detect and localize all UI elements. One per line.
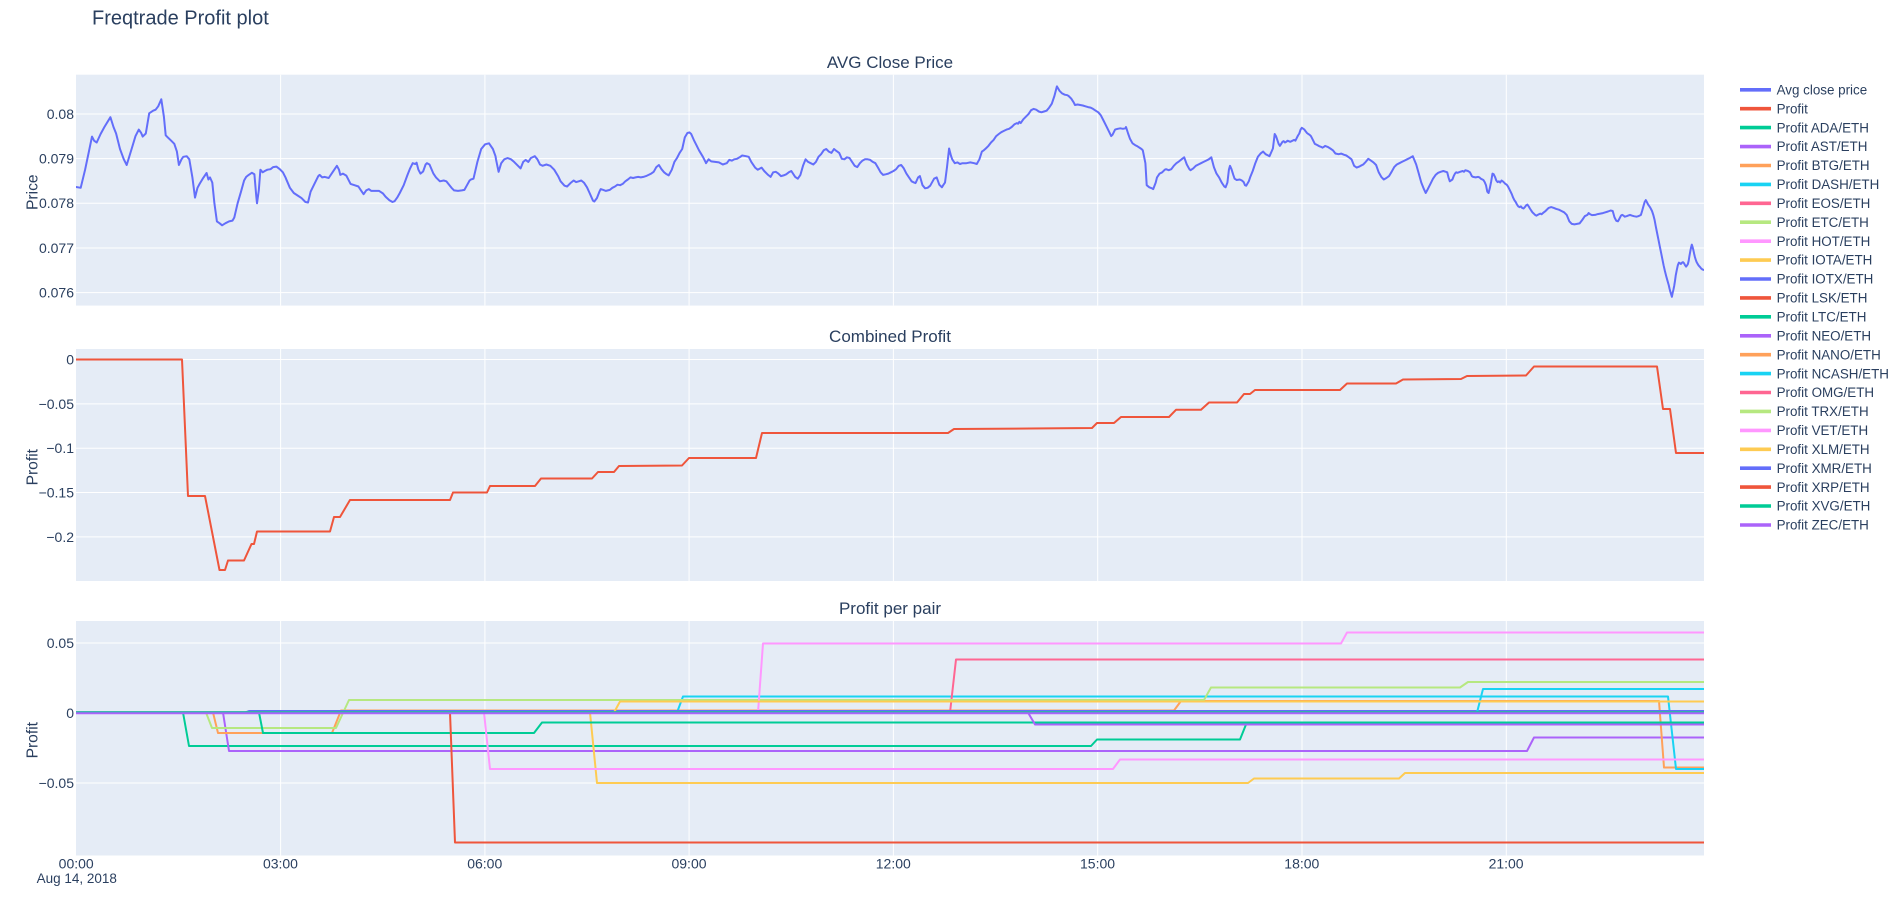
svg-text:06:00: 06:00 (467, 855, 502, 871)
svg-text:Profit IOTA/ETH: Profit IOTA/ETH (1777, 253, 1873, 268)
svg-text:Profit ADA/ETH: Profit ADA/ETH (1777, 120, 1869, 135)
svg-text:0.08: 0.08 (47, 106, 74, 122)
svg-text:12:00: 12:00 (876, 855, 911, 871)
svg-text:0.079: 0.079 (39, 151, 74, 167)
svg-text:0.076: 0.076 (39, 285, 74, 301)
svg-text:Profit XLM/ETH: Profit XLM/ETH (1777, 442, 1870, 457)
svg-text:−0.15: −0.15 (39, 484, 75, 500)
svg-text:−0.2: −0.2 (46, 529, 74, 545)
svg-text:AVG Close Price: AVG Close Price (827, 53, 953, 72)
svg-text:Aug 14, 2018: Aug 14, 2018 (37, 871, 117, 886)
svg-text:Profit TRX/ETH: Profit TRX/ETH (1777, 404, 1869, 419)
svg-text:Profit NANO/ETH: Profit NANO/ETH (1777, 347, 1881, 362)
svg-text:21:00: 21:00 (1489, 855, 1524, 871)
svg-text:Profit BTG/ETH: Profit BTG/ETH (1777, 158, 1870, 173)
svg-text:Profit EOS/ETH: Profit EOS/ETH (1777, 196, 1871, 211)
svg-text:Profit XRP/ETH: Profit XRP/ETH (1777, 480, 1870, 495)
svg-text:Price: Price (24, 174, 41, 210)
svg-text:Profit HOT/ETH: Profit HOT/ETH (1777, 234, 1871, 249)
svg-text:0.078: 0.078 (39, 195, 74, 211)
svg-text:Profit ZEC/ETH: Profit ZEC/ETH (1777, 518, 1869, 533)
svg-text:18:00: 18:00 (1284, 855, 1319, 871)
svg-text:0: 0 (66, 705, 74, 721)
svg-text:−0.05: −0.05 (39, 775, 75, 791)
svg-text:Profit XMR/ETH: Profit XMR/ETH (1777, 461, 1872, 476)
svg-text:Profit IOTX/ETH: Profit IOTX/ETH (1777, 272, 1874, 287)
svg-text:00:00: 00:00 (59, 855, 94, 871)
svg-text:0.05: 0.05 (47, 635, 74, 651)
svg-text:0: 0 (66, 351, 74, 367)
svg-text:Profit: Profit (24, 721, 41, 758)
svg-text:Profit LSK/ETH: Profit LSK/ETH (1777, 291, 1868, 306)
svg-text:Profit: Profit (1777, 101, 1809, 116)
svg-text:Profit NCASH/ETH: Profit NCASH/ETH (1777, 366, 1889, 381)
svg-text:Profit AST/ETH: Profit AST/ETH (1777, 139, 1868, 154)
svg-text:Profit ETC/ETH: Profit ETC/ETH (1777, 215, 1869, 230)
svg-text:Combined Profit: Combined Profit (829, 327, 951, 346)
svg-text:Profit OMG/ETH: Profit OMG/ETH (1777, 385, 1874, 400)
svg-text:09:00: 09:00 (671, 855, 706, 871)
svg-text:Profit DASH/ETH: Profit DASH/ETH (1777, 177, 1880, 192)
svg-text:Profit per pair: Profit per pair (839, 599, 941, 618)
svg-text:Freqtrade Profit plot: Freqtrade Profit plot (92, 8, 269, 30)
svg-text:Profit NEO/ETH: Profit NEO/ETH (1777, 328, 1872, 343)
svg-text:03:00: 03:00 (263, 855, 298, 871)
svg-text:0.077: 0.077 (39, 240, 74, 256)
svg-text:Avg close price: Avg close price (1777, 82, 1868, 97)
svg-text:Profit: Profit (24, 448, 41, 485)
svg-text:Profit LTC/ETH: Profit LTC/ETH (1777, 309, 1867, 324)
svg-text:Profit VET/ETH: Profit VET/ETH (1777, 423, 1869, 438)
svg-text:−0.1: −0.1 (46, 440, 74, 456)
svg-text:−0.05: −0.05 (39, 396, 75, 412)
svg-text:15:00: 15:00 (1080, 855, 1115, 871)
svg-text:Profit XVG/ETH: Profit XVG/ETH (1777, 499, 1871, 514)
